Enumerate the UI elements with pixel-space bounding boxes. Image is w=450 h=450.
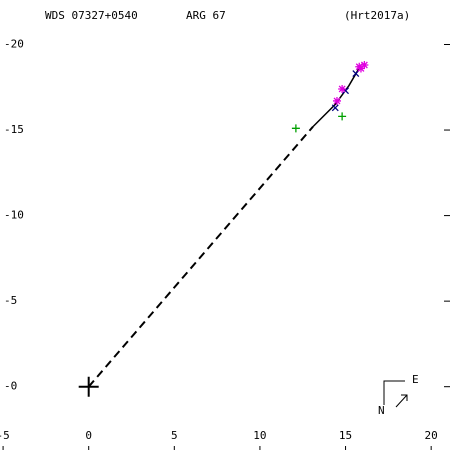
- y-tick-label: -5: [4, 294, 17, 307]
- reference: (Hrt2017a): [344, 9, 410, 22]
- y-tick-label: -20: [4, 37, 24, 50]
- orbit-line: [87, 125, 314, 388]
- point: [332, 96, 341, 105]
- point: [360, 61, 369, 70]
- point: [291, 124, 300, 133]
- x-tick-label: 20: [425, 429, 438, 442]
- point: [331, 104, 339, 112]
- x-tick-label: -5: [0, 429, 10, 442]
- compass-arrow: [395, 394, 408, 408]
- compass-axes: [383, 380, 405, 405]
- compass: E N: [378, 373, 419, 417]
- y-tick-label: -10: [4, 209, 24, 222]
- x-tick-label: 10: [253, 429, 266, 442]
- y-tick-label: -15: [4, 123, 24, 136]
- chart-subtitle: ARG 67: [186, 9, 226, 22]
- point: [338, 84, 347, 93]
- x-tick-label: 15: [339, 429, 352, 442]
- point: [355, 62, 364, 71]
- x-tick-label: 5: [171, 429, 178, 442]
- point: [338, 112, 347, 121]
- compass-north: N: [378, 404, 385, 417]
- x-tick-label: 0: [85, 429, 92, 442]
- y-tick-label: -0: [4, 380, 17, 393]
- chart-title: WDS 07327+0540: [45, 9, 138, 22]
- compass-east: E: [412, 373, 419, 386]
- point: [352, 70, 360, 78]
- point: [78, 376, 99, 397]
